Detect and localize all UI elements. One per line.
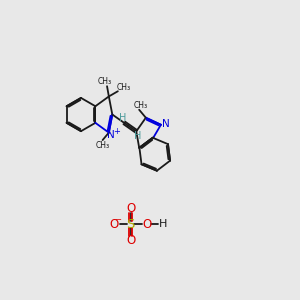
Text: CH₃: CH₃ [97, 77, 111, 86]
Text: O: O [126, 234, 135, 247]
Text: N: N [107, 130, 115, 140]
Text: H: H [134, 131, 141, 141]
Text: O: O [110, 218, 119, 231]
Text: +: + [113, 127, 120, 136]
Text: CH₃: CH₃ [95, 141, 110, 150]
Text: CH₃: CH₃ [117, 82, 131, 91]
Text: CH₃: CH₃ [133, 100, 147, 109]
Text: −: − [114, 215, 121, 224]
Text: N: N [162, 118, 170, 129]
Text: H: H [159, 219, 167, 229]
Text: O: O [142, 218, 152, 231]
Text: S: S [127, 218, 135, 231]
Text: O: O [126, 202, 135, 214]
Text: H: H [119, 113, 126, 123]
